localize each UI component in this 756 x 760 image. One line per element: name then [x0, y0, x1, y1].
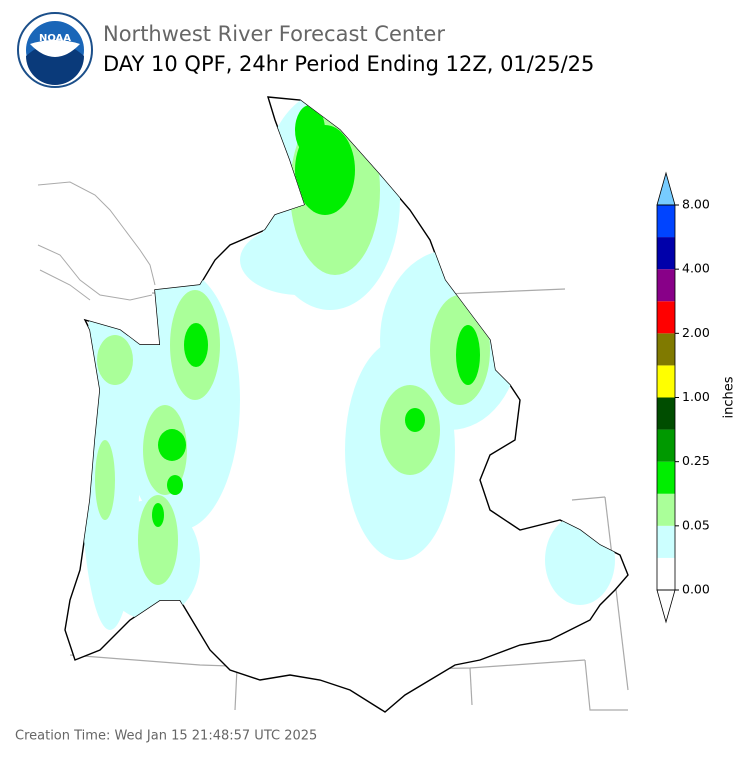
colorbar-tick-label: 4.00	[682, 261, 710, 276]
colorbar-segment	[657, 557, 675, 590]
colorbar-tick-label: 0.00	[682, 582, 710, 597]
colorbar-segment	[657, 461, 675, 494]
subtitle: DAY 10 QPF, 24hr Period Ending 12Z, 01/2…	[103, 52, 594, 76]
colorbar-label: inches	[722, 376, 737, 418]
title: Northwest River Forecast Center	[103, 22, 445, 46]
colorbar-segment	[657, 397, 675, 430]
creation-time: Creation Time: Wed Jan 15 21:48:57 UTC 2…	[15, 729, 317, 744]
noaa-logo: NOAA	[17, 12, 93, 88]
colorbar-segment	[657, 301, 675, 334]
colorbar-tick-label: 8.00	[682, 197, 710, 212]
colorbar-over	[656, 171, 676, 206]
colorbar-segment	[657, 493, 675, 526]
colorbar-tick-label: 1.00	[682, 389, 710, 404]
colorbar-segment	[657, 269, 675, 302]
colorbar-segment	[657, 525, 675, 558]
colorbar-segment	[657, 365, 675, 398]
colorbar-tick-label: 0.25	[682, 453, 710, 468]
colorbar-segment	[657, 429, 675, 462]
colorbar-segment	[657, 333, 675, 366]
colorbar-segment	[657, 205, 675, 238]
logo-text: NOAA	[39, 33, 71, 44]
colorbar-under	[656, 589, 676, 624]
colorbar-segment	[657, 237, 675, 270]
coastline	[37, 181, 156, 301]
colorbar-tick-label: 2.00	[682, 325, 710, 340]
colorbar-tick-label: 0.05	[682, 517, 710, 532]
